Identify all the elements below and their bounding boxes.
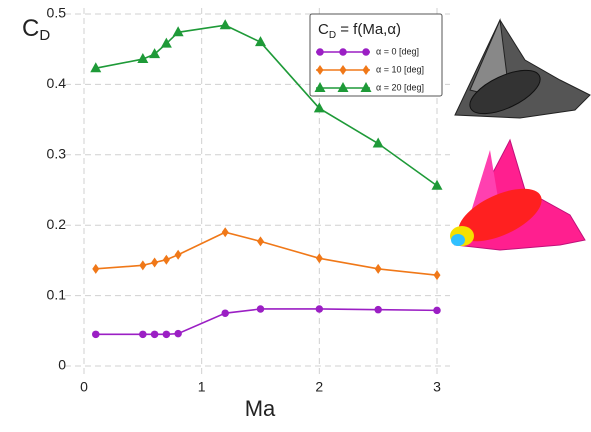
- marker: [139, 260, 146, 270]
- marker: [257, 236, 264, 246]
- marker: [163, 255, 170, 265]
- marker: [151, 331, 159, 339]
- x-axis-label: Ma: [245, 396, 276, 421]
- x-tick-label: 1: [198, 379, 206, 395]
- marker: [374, 306, 382, 314]
- y-tick-label: 0: [58, 357, 66, 373]
- marker: [92, 331, 100, 339]
- marker: [432, 180, 443, 190]
- marker: [220, 19, 231, 29]
- pressure-model: [450, 140, 585, 252]
- marker: [373, 138, 384, 148]
- y-tick-label: 0.5: [47, 5, 67, 21]
- y-tick-label: 0.2: [47, 216, 67, 232]
- marker: [92, 264, 99, 274]
- series-line: [96, 232, 437, 275]
- marker: [163, 331, 171, 339]
- marker: [222, 227, 229, 237]
- y-tick-label: 0.1: [47, 286, 67, 302]
- legend-marker: [362, 48, 370, 56]
- marker: [316, 253, 323, 263]
- marker: [434, 270, 441, 280]
- legend-marker: [316, 48, 324, 56]
- marker: [257, 305, 265, 313]
- marker: [174, 330, 182, 338]
- marker: [316, 305, 324, 313]
- marker: [375, 264, 382, 274]
- legend-marker: [339, 48, 347, 56]
- marker: [175, 250, 182, 260]
- marker: [139, 331, 147, 339]
- legend-label: α = 20 [deg]: [376, 82, 424, 92]
- x-tick-label: 3: [433, 379, 441, 395]
- y-tick-label: 0.3: [47, 146, 67, 162]
- legend-title-part: D: [329, 30, 336, 41]
- legend-title-part: = f(Ma,α): [336, 21, 401, 38]
- wireframe-model: [455, 20, 590, 123]
- legend-label: α = 10 [deg]: [376, 64, 424, 74]
- chart: CD Ma 00.10.20.30.40.50123CD = f(Ma,α)α …: [0, 0, 591, 432]
- x-tick-label: 2: [315, 379, 323, 395]
- legend-label: α = 0 [deg]: [376, 46, 419, 56]
- marker: [221, 309, 229, 317]
- legend-title-part: C: [318, 21, 329, 38]
- marker: [433, 307, 441, 315]
- y-tick-label: 0.4: [47, 75, 67, 91]
- marker: [151, 258, 158, 268]
- series-line: [96, 309, 437, 334]
- x-tick-label: 0: [80, 379, 88, 395]
